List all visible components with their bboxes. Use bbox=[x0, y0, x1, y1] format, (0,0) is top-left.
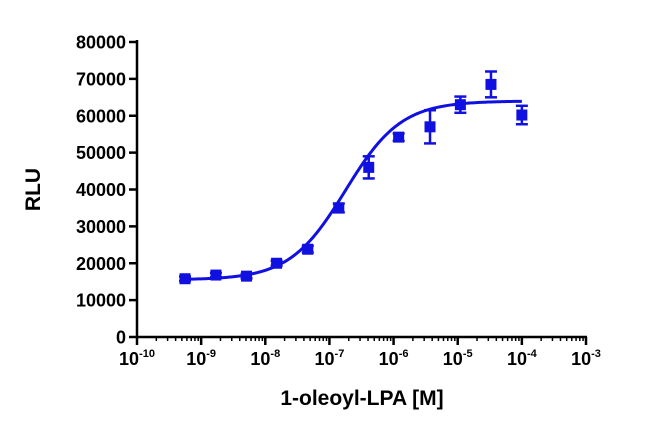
x-tick-label: 10-6 bbox=[379, 348, 409, 369]
data-point bbox=[424, 108, 437, 145]
axes: 0 10000 20000 30000 40000 50000 60000 70000 8000… bbox=[76, 33, 601, 370]
y-tick-label: 60000 bbox=[76, 106, 126, 126]
square-marker bbox=[516, 109, 528, 121]
data-point bbox=[454, 95, 467, 115]
x-tick-label: 10-9 bbox=[186, 348, 216, 369]
x-tick-label: 10-8 bbox=[250, 348, 280, 369]
data-point bbox=[301, 243, 314, 255]
plot-area bbox=[178, 70, 528, 285]
square-marker bbox=[393, 131, 405, 143]
y-tick-label: 0 bbox=[116, 328, 126, 348]
data-point bbox=[484, 70, 497, 99]
x-tick-label: 10-5 bbox=[443, 348, 473, 369]
y-tick-label: 50000 bbox=[76, 143, 126, 163]
x-tick-label: 10-7 bbox=[315, 348, 345, 369]
y-tick-label: 10000 bbox=[76, 291, 126, 311]
square-marker bbox=[454, 99, 466, 111]
y-axis-title: RLU bbox=[22, 168, 45, 211]
data-point bbox=[515, 104, 528, 126]
square-marker bbox=[333, 202, 345, 214]
y-tick-label: 20000 bbox=[76, 254, 126, 274]
square-marker bbox=[485, 78, 497, 90]
square-marker bbox=[241, 270, 253, 282]
square-marker bbox=[302, 243, 314, 255]
y-tick-label: 80000 bbox=[76, 33, 126, 53]
data-point bbox=[178, 273, 191, 285]
square-marker bbox=[179, 273, 191, 285]
fit-curve bbox=[184, 99, 522, 281]
square-marker bbox=[363, 161, 375, 173]
x-tick-label: 10-4 bbox=[507, 348, 538, 369]
square-marker bbox=[210, 269, 222, 281]
data-point bbox=[392, 131, 405, 143]
x-tick-label: 10-10 bbox=[119, 348, 155, 369]
y-tick-label: 40000 bbox=[76, 180, 126, 200]
data-point bbox=[240, 270, 253, 282]
x-tick-label: 10-3 bbox=[571, 348, 601, 369]
square-marker bbox=[424, 121, 436, 133]
square-marker bbox=[271, 257, 283, 269]
x-axis-title: 1-oleoyl-LPA [M] bbox=[280, 387, 443, 410]
data-point bbox=[362, 155, 375, 180]
y-tick-label: 30000 bbox=[76, 217, 126, 237]
data-point bbox=[270, 257, 283, 269]
y-tick-label: 70000 bbox=[76, 69, 126, 89]
data-point bbox=[332, 202, 345, 214]
data-point bbox=[209, 269, 222, 281]
